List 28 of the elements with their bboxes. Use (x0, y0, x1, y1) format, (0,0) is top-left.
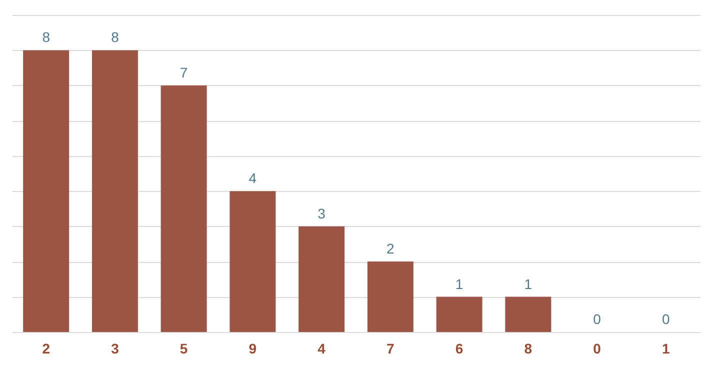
bar (367, 262, 414, 332)
x-tick-label: 3 (111, 340, 120, 356)
bar (230, 191, 276, 332)
bar (436, 296, 482, 332)
data-label: 1 (455, 276, 464, 292)
bar (23, 50, 70, 332)
bar (160, 85, 207, 332)
x-tick-label: 2 (42, 340, 50, 356)
x-tick-label: 8 (524, 340, 532, 356)
data-label: 4 (248, 170, 257, 186)
x-tick-label: 5 (180, 340, 188, 356)
x-tick-label: 1 (662, 340, 670, 356)
data-label: 7 (180, 64, 188, 80)
data-label: 8 (42, 29, 50, 46)
x-tick-label: 9 (248, 340, 257, 356)
bar (505, 296, 552, 332)
x-tick-label: 4 (318, 340, 326, 356)
data-label: 1 (524, 276, 532, 292)
x-tick-label: 0 (593, 340, 602, 356)
data-label: 0 (662, 311, 670, 327)
data-label: 3 (318, 205, 326, 222)
x-tick-label: 7 (386, 340, 395, 356)
data-label: 2 (386, 240, 395, 257)
bar (298, 226, 345, 332)
data-label: 0 (593, 311, 602, 327)
x-tick-label: 6 (455, 340, 464, 356)
data-label: 8 (111, 29, 120, 46)
bar (92, 50, 138, 332)
